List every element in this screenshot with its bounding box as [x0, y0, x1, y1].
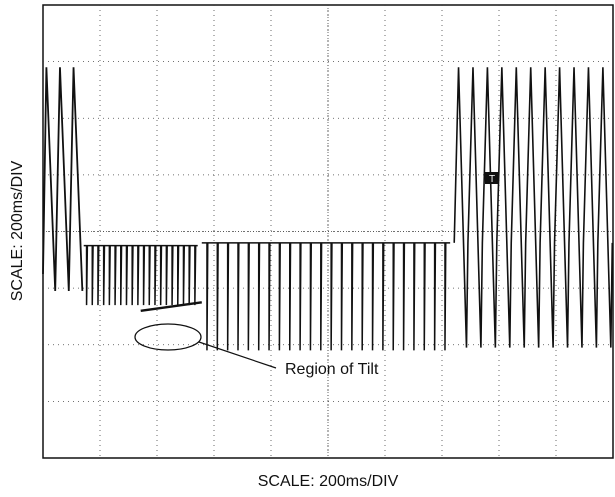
tilt-callout-line: [198, 341, 277, 369]
trace-tilt-region: [140, 301, 202, 312]
tilt-annotation-label: Region of Tilt: [285, 361, 379, 378]
y-axis-label: SCALE: 200ms/DIV: [9, 160, 26, 301]
trigger-marker: T: [485, 172, 499, 185]
x-axis-label: SCALE: 200ms/DIV: [258, 473, 399, 490]
trace-flat-mid: [201, 242, 451, 351]
grid: [43, 5, 613, 458]
trace-flat-low: [83, 244, 198, 306]
trigger-marker-label: T: [489, 174, 495, 185]
tilt-highlight-ellipse: [134, 323, 202, 351]
trace-initial-sawtooth: [42, 67, 84, 291]
trace-final-sawtooth: [453, 67, 614, 348]
waveform-trace: [42, 67, 614, 351]
